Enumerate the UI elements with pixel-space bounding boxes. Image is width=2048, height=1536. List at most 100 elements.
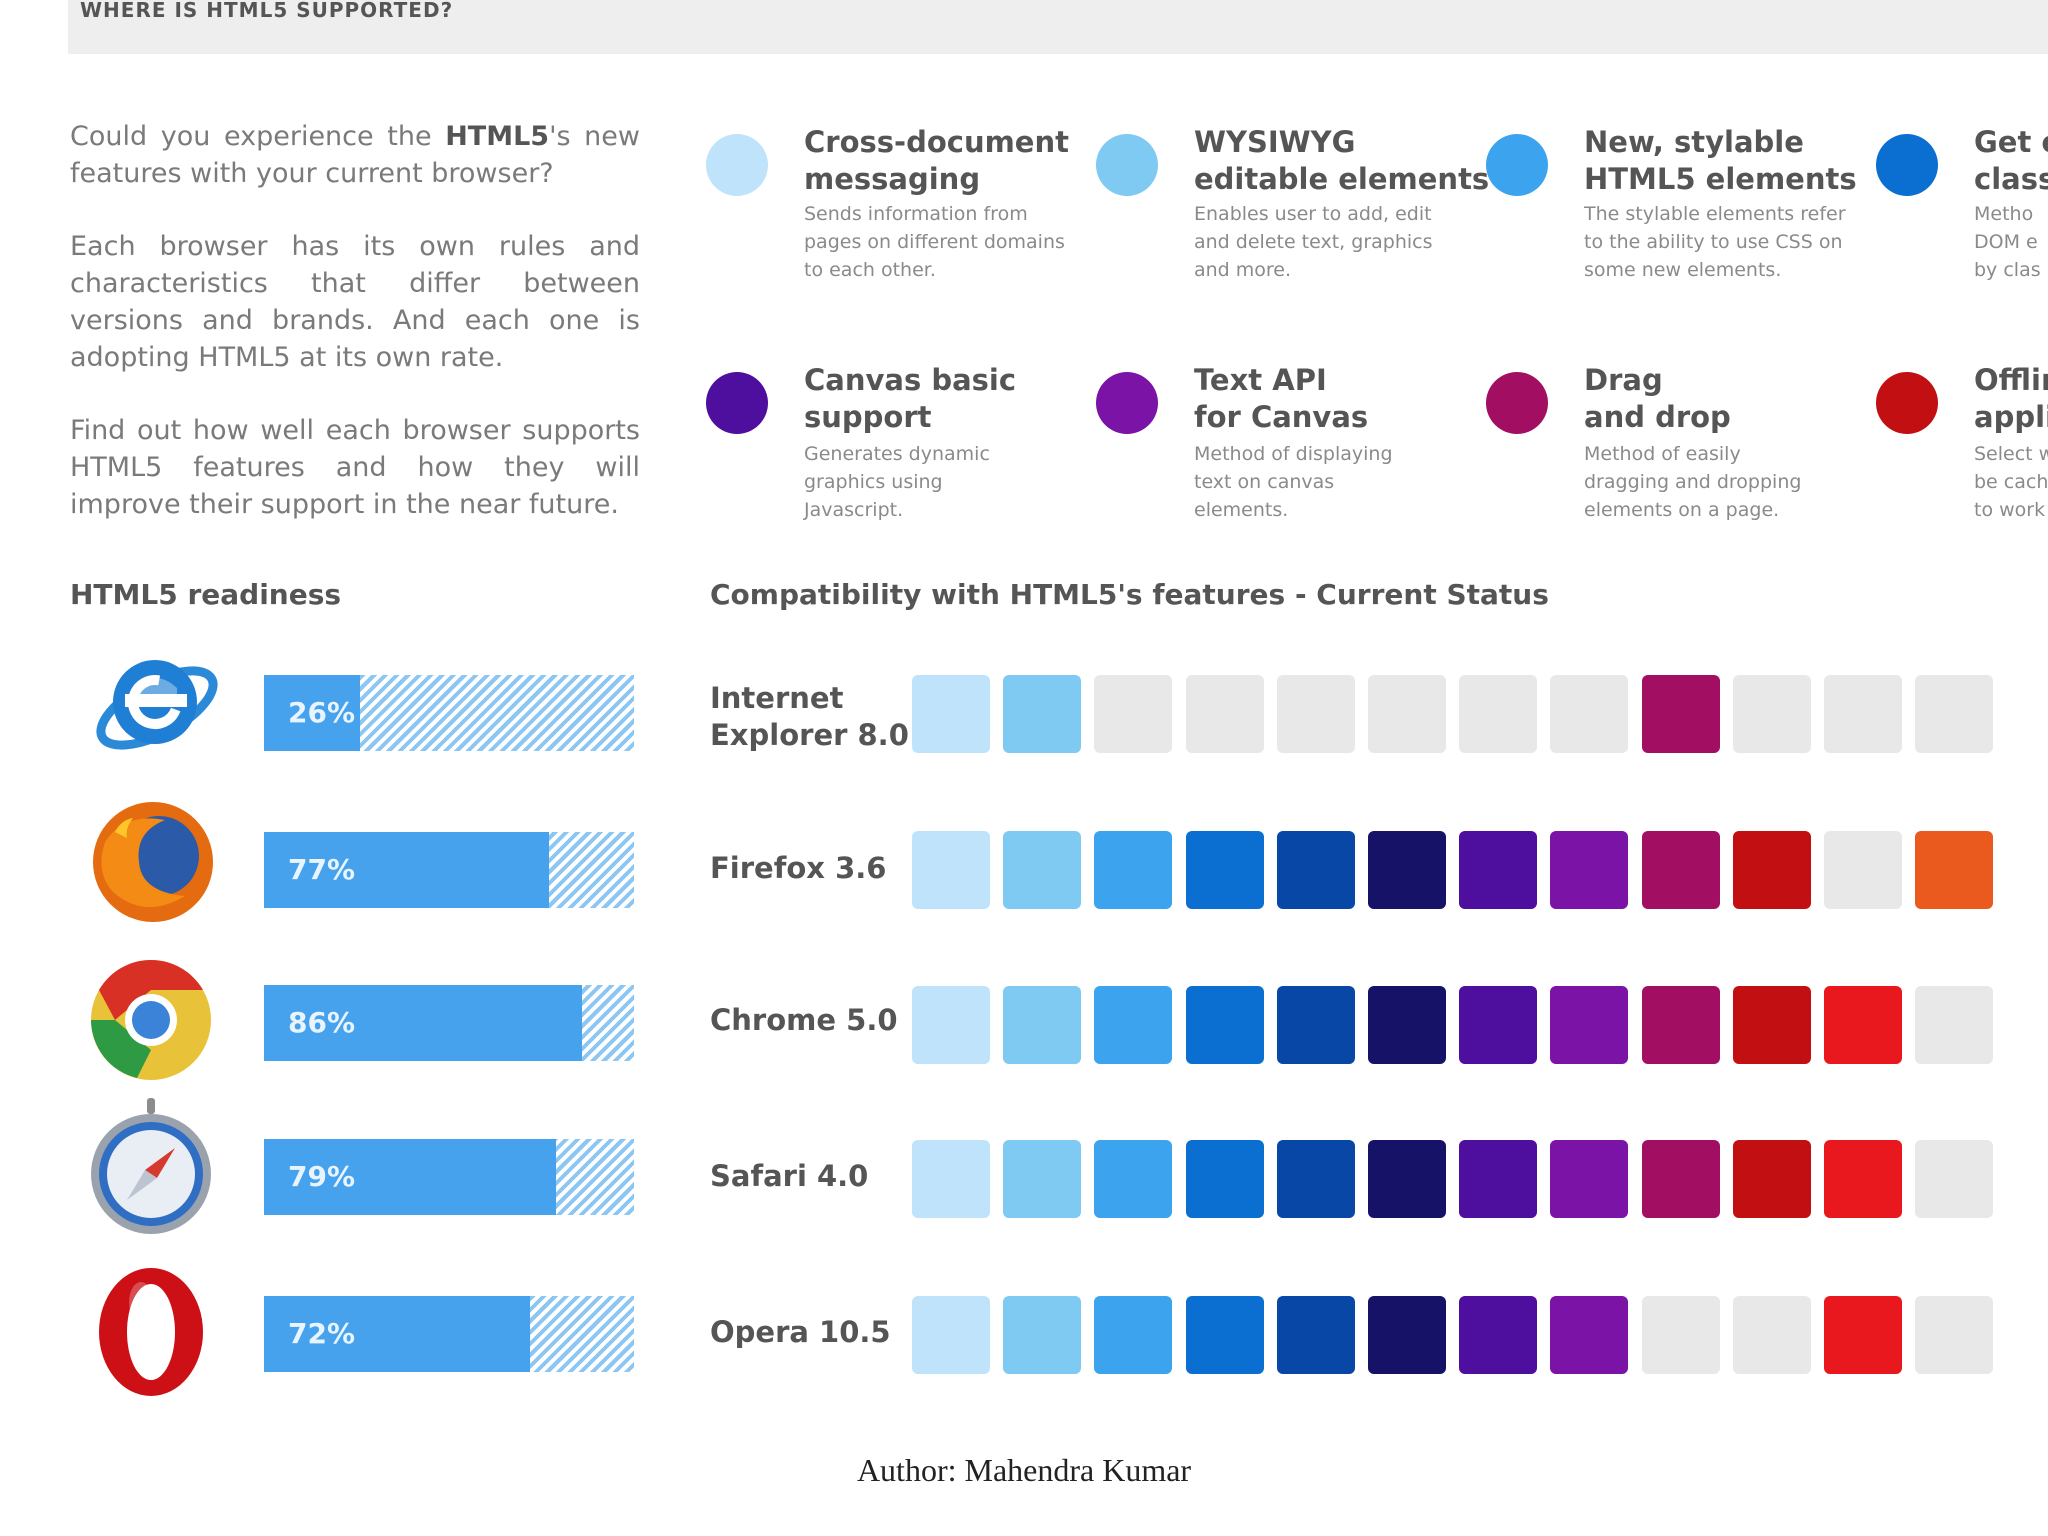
author-credit: Author: Mahendra Kumar — [856, 1452, 1192, 1488]
compat-cell — [1824, 831, 1902, 909]
compat-cell — [1368, 1296, 1446, 1374]
compat-cell — [1915, 675, 1993, 753]
compat-cell — [1459, 831, 1537, 909]
compat-cell — [1733, 1140, 1811, 1218]
browser-name: Internet Explorer 8.0 — [710, 681, 909, 752]
compat-cell — [1368, 675, 1446, 753]
compat-cell — [1368, 831, 1446, 909]
readiness-bar-track: 77% — [264, 832, 634, 908]
feature-title: Cross-document messaging — [804, 125, 1069, 196]
compat-cell — [912, 831, 990, 909]
readiness-bar-label: 72% — [288, 1317, 356, 1350]
feature-title: Text API for Canvas — [1194, 363, 1369, 434]
opera-logo-icon — [99, 1268, 203, 1396]
browser-name: Chrome 5.0 — [710, 1003, 898, 1037]
intro-paragraph-1: Each browser has its own rules and chara… — [70, 231, 640, 373]
feature-description: The stylable elements refer to the abili… — [1584, 203, 1846, 281]
readiness-title: HTML5 readiness — [70, 578, 342, 611]
compat-cell — [1094, 675, 1172, 753]
readiness-bar-fill — [264, 1296, 531, 1372]
compat-cell — [1186, 675, 1264, 753]
compat-cell — [1733, 986, 1811, 1064]
compat-cell — [1824, 986, 1902, 1064]
compat-cell — [1642, 986, 1720, 1064]
feature-description: Method of easily dragging and dropping e… — [1584, 443, 1802, 521]
compat-cell — [1094, 831, 1172, 909]
compat-cell — [1277, 1140, 1355, 1218]
compat-cell — [1642, 675, 1720, 753]
feature-title: Canvas basic support — [804, 363, 1017, 434]
firefox-logo-icon — [93, 802, 213, 922]
compat-cell — [1003, 1140, 1081, 1218]
compat-cell — [1642, 831, 1720, 909]
intro-question: Could you experience the HTML5's new fea… — [70, 118, 640, 192]
readiness-bar-track: 86% — [264, 985, 634, 1061]
readiness-bar-track: 72% — [264, 1296, 634, 1372]
compat-cell — [1368, 986, 1446, 1064]
feature-dot — [1096, 372, 1158, 434]
compat-cell — [1550, 675, 1628, 753]
feature-dot — [1486, 134, 1548, 196]
compat-cell — [1915, 986, 1993, 1064]
compat-cell — [1550, 1296, 1628, 1374]
safari-logo-icon — [91, 1098, 211, 1234]
readiness-bar-label: 79% — [288, 1160, 356, 1193]
compat-cell — [1277, 675, 1355, 753]
compat-cell — [912, 1140, 990, 1218]
compat-cell — [1915, 1140, 1993, 1218]
feature-title: Drag and drop — [1584, 363, 1731, 434]
compat-cell — [1824, 675, 1902, 753]
feature-description: Metho DOM e by clas — [1974, 203, 2041, 281]
browser-name: Safari 4.0 — [710, 1159, 869, 1193]
feature-dot — [1486, 372, 1548, 434]
compat-cell — [1915, 831, 1993, 909]
feature-description: Enables user to add, edit and delete tex… — [1194, 203, 1433, 281]
readiness-bar-fill — [264, 675, 361, 751]
feature-description: Generates dynamic graphics using Javascr… — [804, 443, 990, 521]
compat-cell — [1642, 1140, 1720, 1218]
feature-dot — [706, 372, 768, 434]
compat-cell — [1094, 1140, 1172, 1218]
readiness-bar-fill — [264, 985, 583, 1061]
compat-cell — [1094, 1296, 1172, 1374]
feature-title: New, stylable HTML5 elements — [1584, 125, 1857, 196]
compat-cell — [1368, 1140, 1446, 1218]
chrome-logo-icon — [91, 960, 211, 1080]
compat-cell — [1550, 831, 1628, 909]
compat-cell — [1003, 831, 1081, 909]
compat-cell — [1459, 675, 1537, 753]
readiness-bar-label: 26% — [288, 696, 356, 729]
feature-title: WYSIWYG editable elements — [1194, 125, 1490, 196]
readiness-bar-track: 79% — [264, 1139, 634, 1215]
compat-cell — [1733, 1296, 1811, 1374]
compat-cell — [1459, 1296, 1537, 1374]
compat-cell — [1824, 1140, 1902, 1218]
top-banner-title: WHERE IS HTML5 SUPPORTED? — [80, 0, 454, 22]
browser-name: Opera 10.5 — [710, 1315, 891, 1349]
compat-cell — [1003, 1296, 1081, 1374]
readiness-bar-label: 86% — [288, 1006, 356, 1039]
compat-cell — [1003, 986, 1081, 1064]
feature-description: Method of displaying text on canvas elem… — [1194, 443, 1393, 521]
readiness-bar-fill — [264, 832, 549, 908]
compat-cell — [1642, 1296, 1720, 1374]
top-banner: WHERE IS HTML5 SUPPORTED? — [68, 0, 2048, 54]
feature-dot — [706, 134, 768, 196]
intro-question-start: Could you experience the — [70, 121, 446, 152]
intro-paragraph-2: Find out how well each browser supports … — [70, 415, 640, 520]
feature-dot — [1876, 372, 1938, 434]
readiness-bar-track: 26% — [264, 675, 634, 751]
feature-dot — [1096, 134, 1158, 196]
feature-dot — [1876, 134, 1938, 196]
compat-cell — [1459, 1140, 1537, 1218]
ie-logo-icon — [96, 660, 218, 750]
compat-cell — [1186, 1296, 1264, 1374]
compat-cell — [1550, 986, 1628, 1064]
compat-cell — [1186, 831, 1264, 909]
compat-cell — [1003, 675, 1081, 753]
compat-cell — [1733, 675, 1811, 753]
compat-cell — [1277, 831, 1355, 909]
compat-cell — [1824, 1296, 1902, 1374]
readiness-bar-fill — [264, 1139, 557, 1215]
